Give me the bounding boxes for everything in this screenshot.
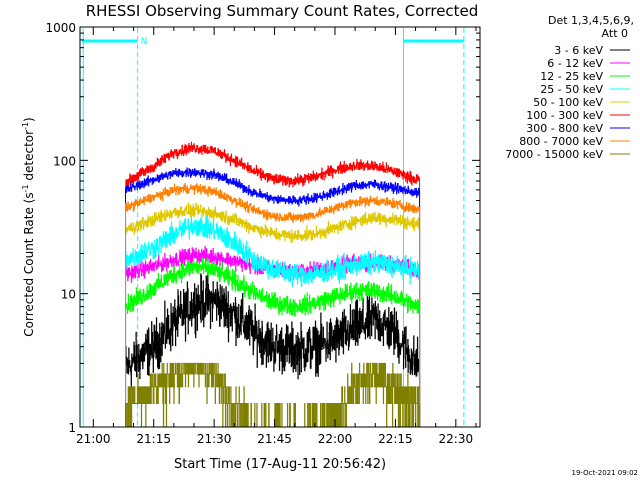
footer-timestamp: 19-Oct-2021 09:02 <box>572 469 638 477</box>
legend-entry-label: 3 - 6 keV <box>554 44 603 57</box>
x-tick-label: 21:30 <box>197 432 232 446</box>
y-tick-label: 1000 <box>45 21 76 35</box>
legend-entry-label: 100 - 300 keV <box>526 109 603 122</box>
chart-title: RHESSI Observing Summary Count Rates, Co… <box>86 2 479 20</box>
x-tick-label: 22:15 <box>378 432 413 446</box>
series-line <box>125 167 421 427</box>
series-line <box>125 213 421 427</box>
legend-entry-label: 300 - 800 keV <box>526 122 603 135</box>
legend-entry-label: 25 - 50 keV <box>540 83 603 96</box>
series-line <box>125 273 421 427</box>
x-tick-label: 21:45 <box>257 432 292 446</box>
x-tick-label: 22:30 <box>439 432 474 446</box>
y-axis-label: Corrected Count Rate (s-1 detector-1) <box>21 117 36 336</box>
x-tick-label: 21:00 <box>76 432 111 446</box>
y-tick-label: 100 <box>53 154 76 168</box>
y-tick-label: 1 <box>68 421 76 435</box>
series-line <box>125 257 421 427</box>
series-line <box>125 202 421 427</box>
legend-header-line-2: Att 0 <box>602 27 628 40</box>
series-line <box>125 183 421 427</box>
series-line <box>125 141 421 427</box>
x-tick-label: 22:00 <box>318 432 353 446</box>
y-tick-label: 10 <box>61 288 76 302</box>
legend-entry-label: 6 - 12 keV <box>547 57 603 70</box>
legend-header-line-1: Det 1,3,4,5,6,9, <box>548 14 634 27</box>
legend-entry-label: 50 - 100 keV <box>533 96 603 109</box>
x-tick-label: 21:15 <box>136 432 171 446</box>
legend-entry-label: 7000 - 15000 keV <box>505 148 603 161</box>
legend-entry-label: 12 - 25 keV <box>540 70 603 83</box>
legend-entry-label: 800 - 7000 keV <box>519 135 603 148</box>
plot-frame <box>79 26 481 428</box>
x-axis-label: Start Time (17-Aug-11 20:56:42) <box>174 457 386 472</box>
night-flag-label: N <box>141 37 148 47</box>
